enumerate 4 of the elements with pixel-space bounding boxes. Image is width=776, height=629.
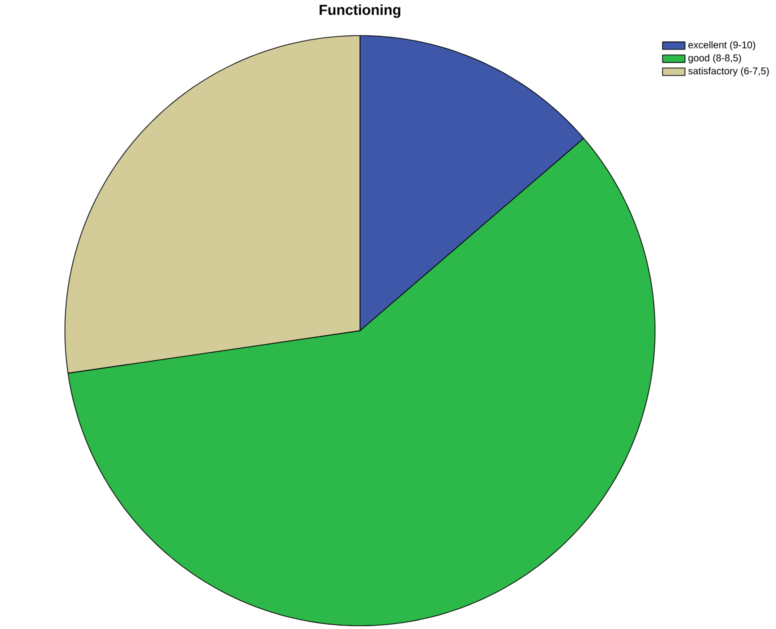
chart-title: Functioning xyxy=(320,4,400,18)
legend-label: excellent (9-10) xyxy=(688,41,756,50)
legend-label: satisfactory (6-7,5) xyxy=(688,67,769,76)
legend-label: good (8-8,5) xyxy=(688,54,741,64)
